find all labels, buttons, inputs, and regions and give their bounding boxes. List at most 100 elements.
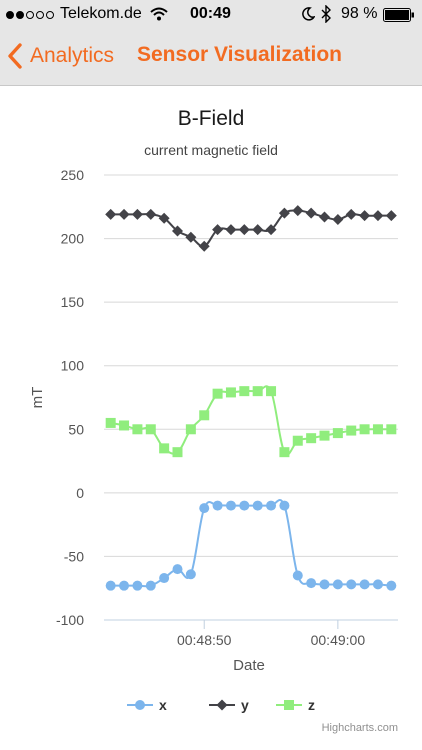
data-point-y <box>105 208 117 220</box>
x-axis-title: Date <box>233 657 265 674</box>
y-tick-label: 250 <box>61 167 85 183</box>
data-point-z <box>239 386 250 397</box>
data-point-x <box>279 500 290 511</box>
data-point-x <box>346 579 357 590</box>
data-point-y <box>385 210 397 222</box>
legend-marker-y <box>216 699 228 711</box>
navigation-bar: Analytics Sensor Visualization <box>0 30 422 86</box>
data-point-x <box>199 503 210 514</box>
data-point-x <box>292 570 303 581</box>
bluetooth-icon <box>321 5 331 23</box>
back-button[interactable]: Analytics <box>8 40 114 72</box>
data-point-z <box>292 435 303 446</box>
moon-icon <box>302 7 315 21</box>
y-tick-label: 50 <box>68 421 84 437</box>
data-point-y <box>238 224 250 236</box>
data-point-y <box>198 240 210 252</box>
back-button-label: Analytics <box>30 44 115 67</box>
data-point-y <box>145 208 157 220</box>
data-point-y <box>319 211 330 223</box>
data-point-z <box>145 424 156 435</box>
legend-marker-z <box>284 700 294 710</box>
data-point-x <box>332 579 343 590</box>
chart-subtitle: current magnetic field <box>144 142 278 158</box>
battery-percentage: 98 % <box>341 5 378 22</box>
data-point-z <box>105 417 116 428</box>
data-point-y <box>212 224 224 236</box>
data-point-z <box>346 425 357 436</box>
y-tick-label: 0 <box>76 485 84 501</box>
y-axis-title: mT <box>29 387 46 409</box>
data-point-y <box>118 208 130 220</box>
data-point-z <box>306 433 317 444</box>
chevron-left-icon <box>8 43 22 69</box>
data-point-x <box>359 579 370 590</box>
legend-marker-x <box>135 700 145 710</box>
series-line-z <box>110 385 392 456</box>
data-point-y <box>185 231 197 243</box>
data-point-y <box>265 224 277 236</box>
chart-container: B-Field current magnetic field -100 -50 0 5… <box>0 87 422 750</box>
data-point-x <box>119 580 130 591</box>
credits-link[interactable]: Highcharts.com <box>321 722 398 734</box>
data-point-y <box>292 205 304 217</box>
chart-title: B-Field <box>177 107 245 130</box>
x-tick-label: 00:48:50 <box>177 632 232 648</box>
y-tick-label: -50 <box>64 548 84 564</box>
data-point-y <box>305 207 317 219</box>
data-point-y <box>345 208 357 220</box>
data-point-z <box>185 424 196 435</box>
series-line-y <box>110 209 392 248</box>
data-point-x <box>225 500 236 511</box>
y-tick-label: -100 <box>56 612 84 628</box>
data-point-x <box>306 578 317 589</box>
data-point-z <box>386 424 397 435</box>
legend-label-x[interactable]: x <box>159 697 167 713</box>
clock: 00:49 <box>190 5 231 22</box>
data-point-z <box>279 447 290 458</box>
data-point-y <box>172 225 183 237</box>
data-point-x <box>386 580 397 591</box>
data-point-z <box>159 443 170 454</box>
data-point-x <box>239 500 250 511</box>
page-title: Sensor Visualization <box>137 43 343 66</box>
y-tick-label: 150 <box>61 294 85 310</box>
data-point-z <box>199 410 210 421</box>
x-tick-label: 00:49:00 <box>311 632 366 648</box>
data-point-z <box>372 424 383 435</box>
data-point-x <box>145 580 156 591</box>
data-point-x <box>172 564 183 575</box>
data-point-y <box>131 208 143 220</box>
signal-strength-icon <box>6 11 54 19</box>
chart-svg: -100 -50 0 50 100 150 200 250 00:48:50 00:49:00 Da… <box>29 167 398 713</box>
data-point-z <box>332 428 343 439</box>
data-point-y <box>278 207 290 219</box>
series-line-x <box>110 499 392 588</box>
data-point-z <box>319 430 330 441</box>
data-point-z <box>212 388 223 399</box>
legend-label-z[interactable]: z <box>308 697 315 713</box>
data-point-z <box>252 386 263 397</box>
data-point-x <box>266 500 277 511</box>
data-point-x <box>185 569 196 580</box>
legend-label-y[interactable]: y <box>241 697 249 713</box>
data-point-x <box>319 579 330 590</box>
data-point-y <box>332 214 344 225</box>
data-point-x <box>252 500 263 511</box>
data-point-x <box>212 500 223 511</box>
y-tick-label: 200 <box>61 231 85 247</box>
data-point-z <box>172 447 183 458</box>
data-point-z <box>119 420 130 431</box>
data-point-y <box>359 210 371 222</box>
data-point-y <box>252 224 264 236</box>
data-point-x <box>159 573 170 584</box>
data-point-y <box>158 212 170 224</box>
data-point-y <box>372 210 384 222</box>
carrier-name: Telekom.de <box>60 5 142 22</box>
data-point-z <box>132 424 143 435</box>
data-point-x <box>105 580 116 591</box>
data-point-z <box>225 387 236 398</box>
y-tick-label: 100 <box>61 358 85 374</box>
data-point-z <box>266 386 277 397</box>
wifi-icon <box>150 7 168 21</box>
